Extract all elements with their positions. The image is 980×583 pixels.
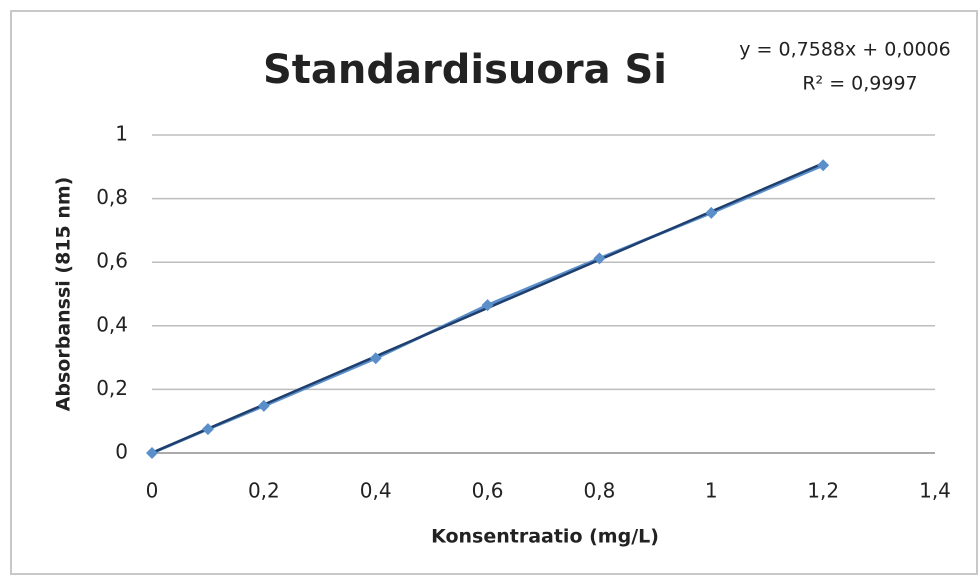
point bbox=[146, 447, 158, 459]
x-tick-label: 0,2 bbox=[248, 479, 280, 503]
y-tick-label: 1 bbox=[115, 122, 128, 146]
trend-equation: y = 0,7588x + 0,0006 bbox=[739, 39, 950, 61]
point bbox=[257, 399, 270, 412]
y-tick-label: 0,4 bbox=[96, 312, 128, 336]
point bbox=[817, 159, 830, 172]
x-tick-label: 0,6 bbox=[472, 479, 504, 503]
x-tick-label: 1 bbox=[705, 479, 718, 503]
y-axis-label: Absorbanssi (815 nm) bbox=[53, 177, 75, 412]
point bbox=[201, 423, 214, 436]
x-tick-label: 1,4 bbox=[919, 479, 951, 503]
y-tick-label: 0,6 bbox=[96, 249, 128, 273]
x-tick-label: 0,8 bbox=[584, 479, 616, 503]
point bbox=[705, 206, 718, 219]
y-tick-label: 0,8 bbox=[96, 185, 128, 209]
y-tick-label: 0,2 bbox=[96, 376, 128, 400]
point bbox=[369, 352, 382, 365]
chart-border bbox=[10, 10, 978, 575]
x-tick-label: 0,4 bbox=[360, 479, 392, 503]
x-tick-label: 0 bbox=[146, 479, 159, 503]
y-tick-label: 0 bbox=[115, 440, 128, 464]
point bbox=[593, 252, 606, 265]
chart-title: Standardisuora Si bbox=[263, 47, 667, 93]
x-axis-label: Konsentraatio (mg/L) bbox=[431, 526, 659, 548]
point bbox=[481, 299, 494, 312]
trend-r2: R² = 0,9997 bbox=[802, 73, 917, 95]
x-tick-label: 1,2 bbox=[807, 479, 839, 503]
